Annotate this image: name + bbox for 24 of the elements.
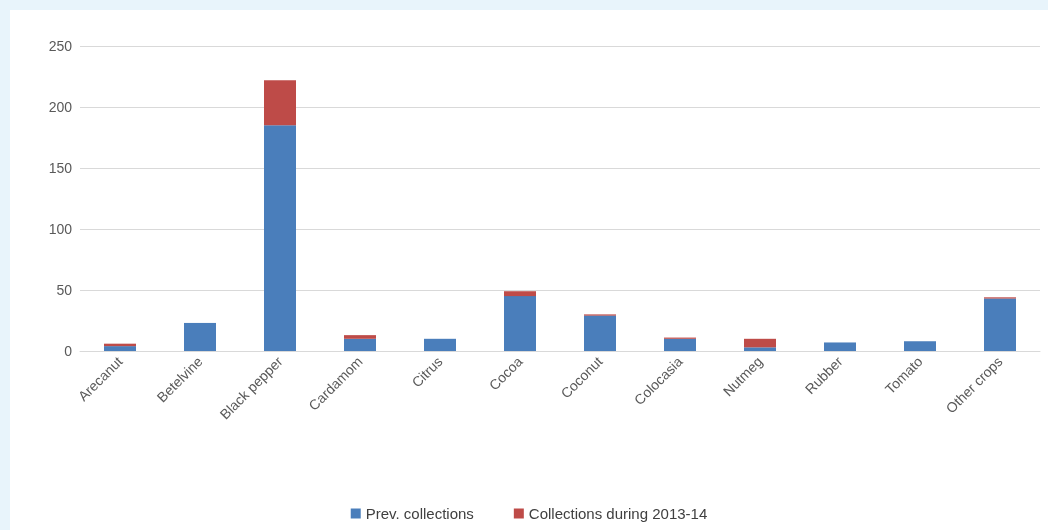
y-tick-label: 50 — [56, 282, 73, 298]
bar — [104, 346, 136, 351]
legend-label: Prev. collections — [365, 505, 474, 522]
bar — [504, 291, 536, 297]
bar — [344, 338, 376, 351]
bar — [744, 347, 776, 351]
bar — [904, 341, 936, 351]
y-tick-label: 200 — [48, 99, 73, 115]
bar — [184, 322, 216, 351]
bar — [984, 298, 1016, 351]
bar — [584, 315, 616, 351]
bar — [824, 342, 856, 351]
y-tick-label: 100 — [48, 221, 73, 237]
bar — [344, 335, 376, 339]
y-tick-label: 0 — [64, 343, 73, 359]
bar — [504, 296, 536, 351]
bar — [664, 338, 696, 351]
bar — [424, 338, 456, 351]
bar — [264, 125, 296, 351]
y-tick-label: 150 — [48, 160, 73, 176]
bar — [264, 80, 296, 126]
legend-label: Collections during 2013-14 — [528, 505, 708, 522]
bar — [744, 338, 776, 348]
y-tick-label: 250 — [48, 38, 73, 54]
